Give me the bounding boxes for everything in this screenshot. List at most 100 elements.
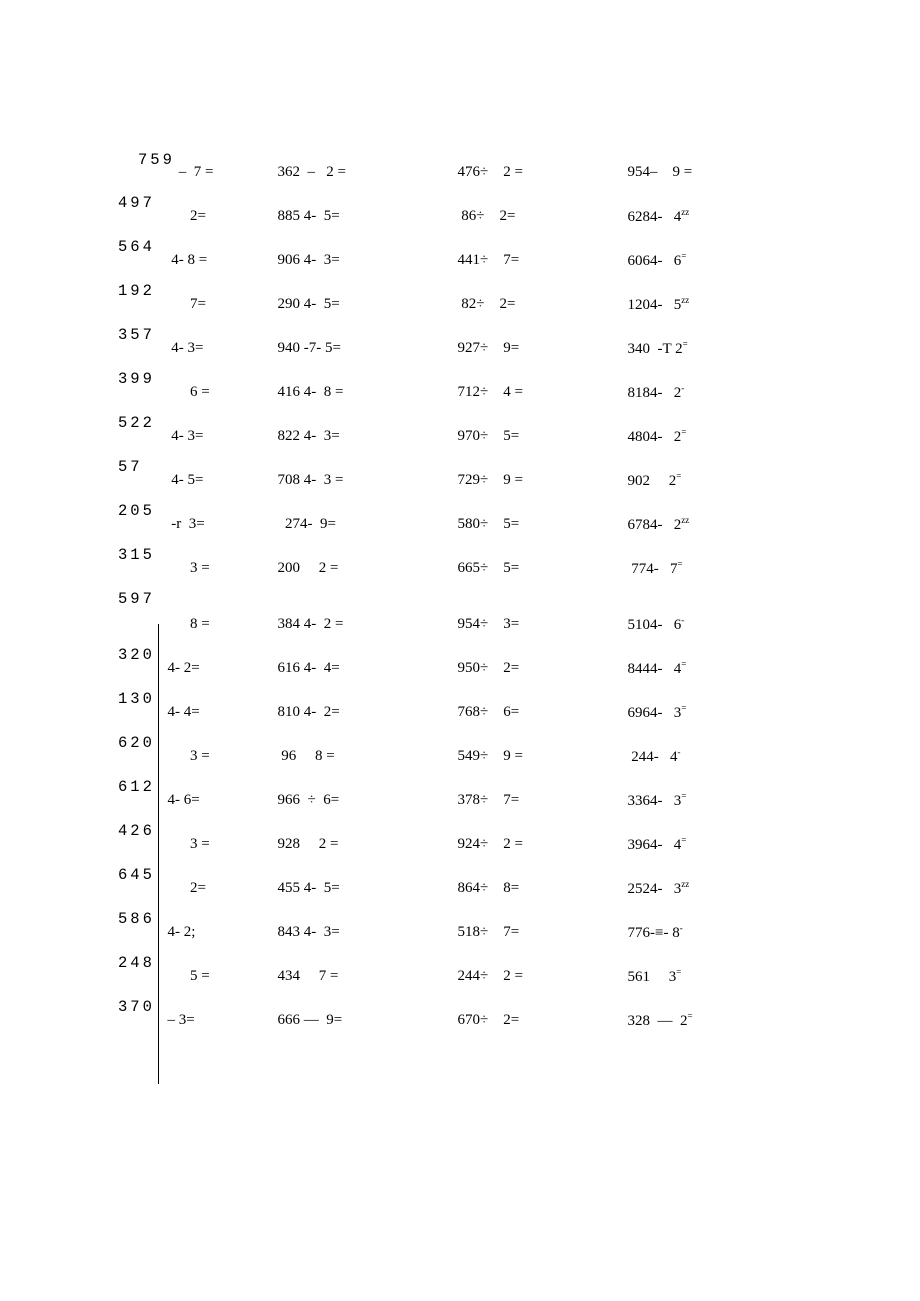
- superscript: =: [681, 703, 686, 713]
- problem-cell: 2=: [160, 879, 270, 897]
- problem-cell: 5 =: [160, 967, 270, 985]
- superscript: -: [681, 383, 684, 393]
- vertical-divider-line: [158, 624, 159, 1084]
- problem-cell: 340 -T 2=: [620, 339, 790, 358]
- problem-cell: 864÷ 8=: [450, 879, 620, 897]
- problem-cell: 4804- 2=: [620, 427, 790, 446]
- superscript: -: [678, 747, 681, 757]
- superscript: =: [681, 427, 686, 437]
- problem-cell: 7=: [160, 295, 270, 313]
- problem-cell: 708 4- 3 =: [270, 471, 450, 489]
- superscript: =: [681, 251, 686, 261]
- problem-cell: 561 3=: [620, 967, 790, 986]
- problem-cell: 670÷ 2=: [450, 1011, 620, 1029]
- problem-row: – 7 = 362 – 2 = 476÷ 2 = 954– 9 =: [160, 163, 800, 207]
- problem-cell: 843 4- 3=: [270, 923, 450, 941]
- problem-cell: 6064- 6=: [620, 251, 790, 270]
- superscript: -: [680, 923, 683, 933]
- problem-cell: 4- 8 =: [160, 251, 270, 269]
- problem-cell: 6284- 4zz: [620, 207, 790, 226]
- problem-cell: 729÷ 9 =: [450, 471, 620, 489]
- problem-cell: 810 4- 2=: [270, 703, 450, 721]
- problem-row: 4- 3= 940 -7- 5= 927÷ 9= 340 -T 2=: [160, 339, 800, 383]
- problem-cell: 2524- 3zz: [620, 879, 790, 898]
- problem-cell: 902 2=: [620, 471, 790, 490]
- problem-cell: 776-≡- 8-: [620, 923, 790, 942]
- problem-cell: 8 =: [160, 615, 270, 633]
- problem-cell: 290 4- 5=: [270, 295, 450, 313]
- problem-cell: 928 2 =: [270, 835, 450, 853]
- problem-cell: 362 – 2 =: [270, 163, 450, 181]
- problem-cell: -r 3=: [160, 515, 270, 533]
- problem-cell: 416 4- 8 =: [270, 383, 450, 401]
- problem-cell: 665÷ 5=: [450, 559, 620, 577]
- problem-cell: 6964- 3=: [620, 703, 790, 722]
- problem-row: 2= 455 4- 5= 864÷ 8= 2524- 3zz: [160, 879, 800, 923]
- problem-cell: – 3=: [160, 1011, 270, 1029]
- problem-cell: 518÷ 7=: [450, 923, 620, 941]
- problem-cell: 774- 7=: [620, 559, 790, 578]
- problem-cell: 4- 2;: [160, 923, 270, 941]
- problem-cell: 954÷ 3=: [450, 615, 620, 633]
- worksheet-page: 759 497564192357399522572053155973201306…: [0, 0, 920, 1301]
- superscript: =: [688, 1011, 693, 1021]
- superscript: =: [681, 659, 686, 669]
- superscript: -: [681, 615, 684, 625]
- problem-cell: 328 — 2=: [620, 1011, 790, 1030]
- superscript: =: [678, 559, 683, 569]
- problem-cell: 86÷ 2=: [450, 207, 620, 225]
- problem-row: 6 = 416 4- 8 = 712÷ 4 = 8184- 2-: [160, 383, 800, 427]
- problem-cell: 2=: [160, 207, 270, 225]
- problem-cell: 244- 4-: [620, 747, 790, 766]
- problem-cell: 3 =: [160, 559, 270, 577]
- problem-row: 3 = 96 8 = 549÷ 9 = 244- 4-: [160, 747, 800, 791]
- problem-cell: 274- 9=: [270, 515, 450, 533]
- problem-row: 4- 4= 810 4- 2= 768÷ 6= 6964- 3=: [160, 703, 800, 747]
- problem-row: 5 = 434 7 = 244÷ 2 = 561 3=: [160, 967, 800, 1011]
- problem-cell: 712÷ 4 =: [450, 383, 620, 401]
- problem-cell: – 7 =: [160, 163, 270, 181]
- problem-cell: 4- 6=: [160, 791, 270, 809]
- problem-cell: 950÷ 2=: [450, 659, 620, 677]
- problem-row: 8 = 384 4- 2 = 954÷ 3= 5104- 6-: [160, 615, 800, 659]
- superscript: zz: [681, 879, 689, 889]
- problem-cell: 378÷ 7=: [450, 791, 620, 809]
- problem-row: 4- 6= 966 ÷ 6= 378÷ 7= 3364- 3=: [160, 791, 800, 835]
- problem-cell: 384 4- 2 =: [270, 615, 450, 633]
- problem-cell: 476÷ 2 =: [450, 163, 620, 181]
- problem-cell: 885 4- 5=: [270, 207, 450, 225]
- problem-cell: 966 ÷ 6=: [270, 791, 450, 809]
- superscript: =: [683, 339, 688, 349]
- superscript: =: [676, 967, 681, 977]
- problem-row: 3 = 928 2 = 924÷ 2 = 3964- 4=: [160, 835, 800, 879]
- problem-cell: 924÷ 2 =: [450, 835, 620, 853]
- problem-cell: 3 =: [160, 835, 270, 853]
- problem-row: -r 3= 274- 9= 580÷ 5= 6784- 2zz: [160, 515, 800, 559]
- problem-cell: 200 2 =: [270, 559, 450, 577]
- problem-cell: 4- 2=: [160, 659, 270, 677]
- problem-cell: 3 =: [160, 747, 270, 765]
- problem-row: 2= 885 4- 5= 86÷ 2= 6284- 4zz: [160, 207, 800, 251]
- problem-cell: 580÷ 5=: [450, 515, 620, 533]
- problem-cell: 4- 3=: [160, 339, 270, 357]
- problem-cell: 970÷ 5=: [450, 427, 620, 445]
- problem-row: 4- 5= 708 4- 3 = 729÷ 9 = 902 2=: [160, 471, 800, 515]
- superscript: =: [681, 835, 686, 845]
- problem-row: 7= 290 4- 5= 82÷ 2= 1204- 5zz: [160, 295, 800, 339]
- problem-cell: 940 -7- 5=: [270, 339, 450, 357]
- problem-cell: 96 8 =: [270, 747, 450, 765]
- problem-cell: 82÷ 2=: [450, 295, 620, 313]
- problem-row: 3 = 200 2 = 665÷ 5= 774- 7=: [160, 559, 800, 615]
- problem-row: 4- 8 = 906 4- 3= 441÷ 7= 6064- 6=: [160, 251, 800, 295]
- problem-cell: 244÷ 2 =: [450, 967, 620, 985]
- problem-cell: 3364- 3=: [620, 791, 790, 810]
- problem-row: – 3= 666 — 9= 670÷ 2= 328 — 2=: [160, 1011, 800, 1055]
- problem-cell: 5104- 6-: [620, 615, 790, 634]
- problem-cell: 4- 4=: [160, 703, 270, 721]
- problem-cell: 8184- 2-: [620, 383, 790, 402]
- problem-cell: 455 4- 5=: [270, 879, 450, 897]
- problem-cell: 549÷ 9 =: [450, 747, 620, 765]
- problem-cell: 954– 9 =: [620, 163, 790, 181]
- problem-cell: 822 4- 3=: [270, 427, 450, 445]
- problem-row: 4- 2; 843 4- 3= 518÷ 7= 776-≡- 8-: [160, 923, 800, 967]
